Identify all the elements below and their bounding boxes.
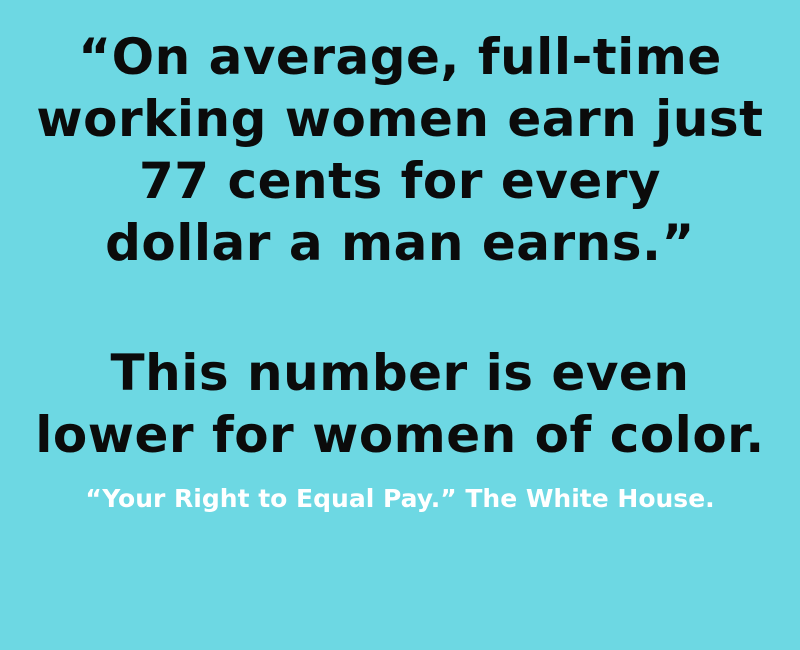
statement-block: This number is even lower for women of c… — [0, 342, 800, 466]
source-citation: “Your Right to Equal Pay.” The White Hou… — [85, 484, 715, 513]
quote-line-1: “On average, full-time — [78, 28, 722, 86]
statement-line-2: lower for women of color. — [35, 406, 765, 464]
quote-line-4: dollar a man earns.” — [105, 214, 695, 272]
quote-block: “On average, full-time working women ear… — [0, 26, 800, 274]
quote-line-2: working women earn just — [36, 90, 764, 148]
statement-line-1: This number is even — [110, 344, 690, 402]
quote-line-3: 77 cents for every — [138, 152, 662, 210]
